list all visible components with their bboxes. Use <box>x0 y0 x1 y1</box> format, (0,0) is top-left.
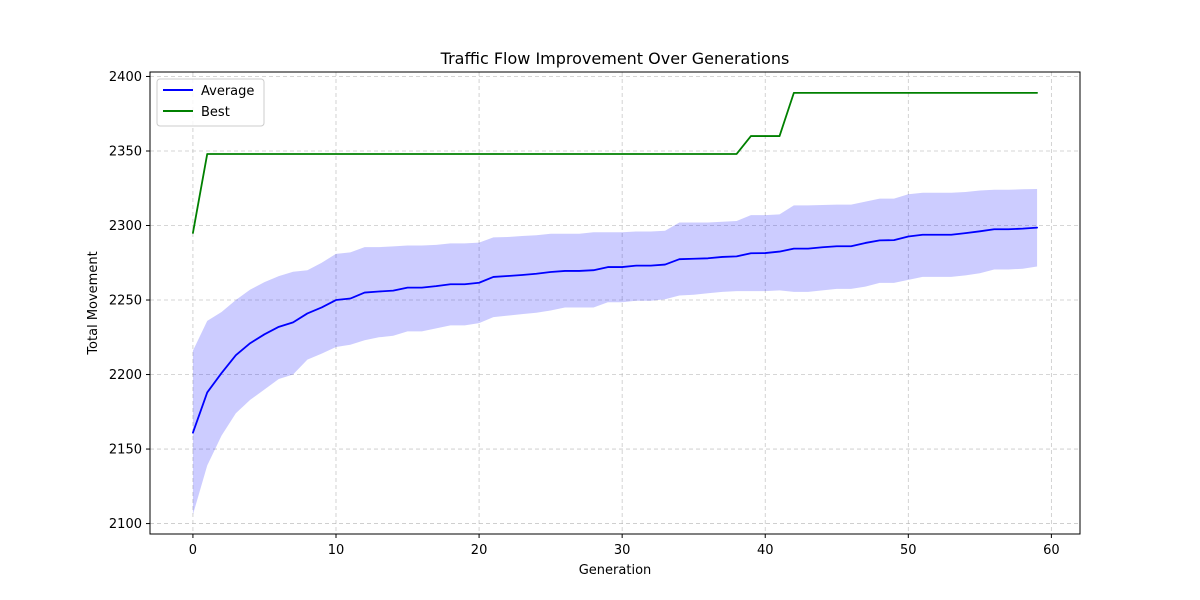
x-tick-label: 40 <box>757 543 774 558</box>
confidence-band-layer <box>192 188 1038 515</box>
x-tick-label: 20 <box>471 543 488 558</box>
x-tick-label: 60 <box>1043 543 1060 558</box>
y-axis-ticks: 2100 2150 2200 2250 2300 2350 2400 <box>109 70 150 532</box>
average-confidence-band <box>192 188 1038 515</box>
y-tick-label: 2250 <box>109 294 142 309</box>
x-tick-label: 50 <box>900 543 917 558</box>
x-tick-label: 0 <box>189 543 197 558</box>
plot-frame <box>149 71 1081 535</box>
x-axis-label: Generation <box>579 563 652 578</box>
series-line-average <box>192 226 1038 434</box>
x-tick-label: 10 <box>328 543 345 558</box>
chart-title: Traffic Flow Improvement Over Generation… <box>440 49 790 68</box>
y-tick-label: 2350 <box>109 144 142 159</box>
x-axis-ticks: 0 10 20 30 40 50 60 <box>189 534 1060 558</box>
series-layer <box>192 91 1038 434</box>
series-line-best <box>192 91 1038 234</box>
legend-label-average: Average <box>201 84 254 99</box>
y-tick-label: 2150 <box>109 443 142 458</box>
grid <box>150 72 1080 534</box>
y-axis-label: Total Movement <box>86 251 101 355</box>
y-tick-label: 2200 <box>109 368 142 383</box>
y-tick-label: 2100 <box>109 517 142 532</box>
x-tick-label: 30 <box>614 543 631 558</box>
y-tick-label: 2400 <box>109 70 142 85</box>
y-tick-label: 2300 <box>109 219 142 234</box>
legend-label-best: Best <box>201 105 230 120</box>
legend: Average Best <box>156 78 265 127</box>
